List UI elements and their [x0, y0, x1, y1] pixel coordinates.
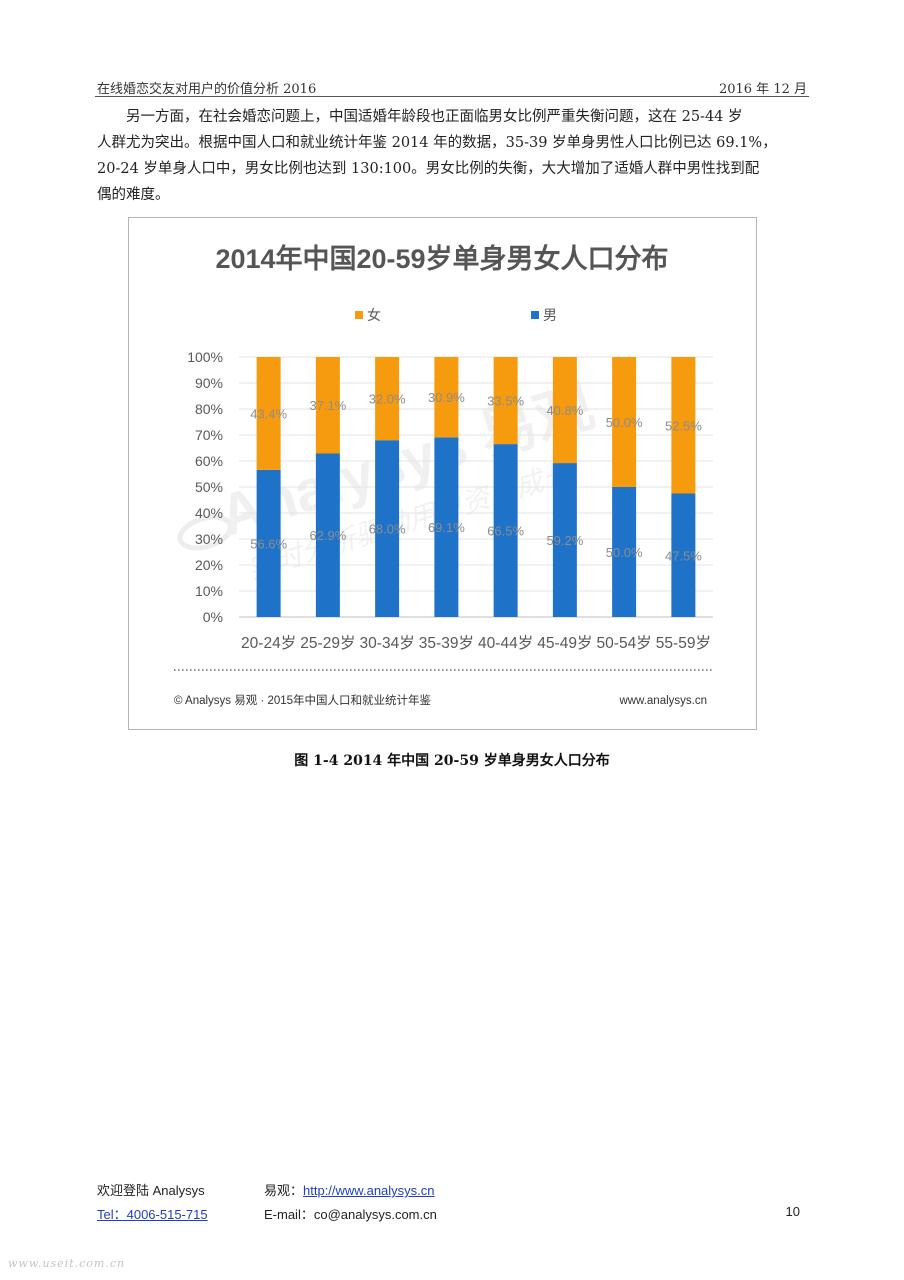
y-tick-label: 60% — [195, 453, 223, 469]
chart-legend: 女男 — [355, 307, 557, 323]
bar-segment-female — [493, 357, 518, 445]
bar-segment-female — [612, 357, 637, 487]
bar-segment-male — [612, 487, 637, 617]
bar-segment-female — [315, 357, 340, 454]
legend-label: 女 — [367, 307, 381, 323]
data-label: 32.0% — [369, 392, 406, 407]
body-paragraph: 另一方面，在社会婚恋问题上，中国适婚年龄段也正面临男女比例严重失衡问题，这在 2… — [97, 104, 809, 208]
chart-title: 2014年中国20-59岁单身男女人口分布 — [215, 243, 668, 274]
footer-welcome: 欢迎登陆 Analysys — [97, 1183, 205, 1198]
data-label: 50.0% — [606, 545, 643, 560]
data-label: 30.9% — [428, 390, 465, 405]
y-tick-label: 0% — [203, 609, 223, 625]
x-tick-label: 25-29岁 — [300, 634, 355, 652]
chart-y-axis: 0% 10% 20% 30% 40% 50% 60% 70% 80% 90% 100% — [187, 349, 223, 625]
paragraph-line: 偶的难度。 — [97, 187, 170, 203]
data-label: 37.1% — [309, 398, 346, 413]
data-label: 69.1% — [428, 520, 465, 535]
chart-x-axis: 20-24岁 25-29岁 30-34岁 35-39岁 40-44岁 45-49岁 50-5… — [241, 634, 711, 652]
footer-tel-link[interactable]: Tel：4006-515-715 — [97, 1207, 208, 1222]
bar-segment-female — [256, 357, 281, 470]
y-tick-label: 50% — [195, 479, 223, 495]
x-tick-label: 30-34岁 — [360, 634, 415, 652]
header-date: 2016 年 12 月 — [718, 82, 807, 97]
legend-swatch — [355, 311, 363, 319]
chart-source: © Analysys 易观 · 2015年中国人口和就业统计年鉴 — [174, 693, 432, 707]
footer-yiguan: 易观：http://www.analysys.cn — [264, 1180, 435, 1199]
chart-gridlines — [239, 356, 713, 618]
legend-swatch — [531, 311, 539, 319]
y-tick-label: 30% — [195, 531, 223, 547]
chart-frame: Analysys 易观 实时分析驱动用户资产成长 2014年中国20-59岁单身… — [128, 217, 757, 730]
y-tick-label: 80% — [195, 401, 223, 417]
legend-label: 男 — [543, 307, 557, 323]
data-label: 50.0% — [606, 415, 643, 430]
bar-segment-male — [493, 444, 518, 617]
x-tick-label: 40-44岁 — [478, 634, 533, 652]
paragraph-line: 人群尤为突出。根据中国人口和就业统计年鉴 2014 年的数据，35-39 岁单身… — [97, 135, 777, 151]
x-tick-label: 50-54岁 — [597, 634, 652, 652]
bar-segment-male — [375, 440, 400, 617]
y-tick-label: 20% — [195, 557, 223, 573]
data-label: 43.4% — [250, 406, 287, 421]
data-label: 47.5% — [665, 548, 702, 563]
bar-segment-female — [375, 357, 400, 441]
page-number: 10 — [785, 1204, 800, 1219]
data-label: 40.8% — [546, 403, 583, 418]
data-label: 68.0% — [369, 522, 406, 537]
bar-segment-male — [315, 453, 340, 617]
footer-tel[interactable]: Tel：4006-515-715 — [97, 1204, 208, 1223]
data-label: 62.9% — [309, 528, 346, 543]
bar-segment-male — [434, 437, 459, 617]
paragraph-line: 20-24 岁单身人口中，男女比例也达到 130:100。男女比例的失衡，大大增… — [97, 161, 760, 177]
y-tick-label: 90% — [195, 375, 223, 391]
header-divider — [95, 96, 809, 97]
data-label: 33.5% — [487, 394, 524, 409]
paragraph-line: 另一方面，在社会婚恋问题上，中国适婚年龄段也正面临男女比例严重失衡问题，这在 2… — [126, 109, 743, 125]
bar-segment-female — [671, 357, 696, 494]
footer-website-link[interactable]: http://www.analysys.cn — [303, 1183, 435, 1198]
x-tick-label: 45-49岁 — [537, 634, 592, 652]
bar-segment-male — [256, 469, 281, 617]
stacked-bar-chart: Analysys 易观 实时分析驱动用户资产成长 2014年中国20-59岁单身… — [174, 243, 713, 707]
x-tick-label: 55-59岁 — [656, 634, 711, 652]
bar-segment-female — [434, 357, 459, 438]
y-tick-label: 10% — [195, 583, 223, 599]
data-label: 66.5% — [487, 524, 524, 539]
site-watermark: www.useit.com.cn — [8, 1257, 126, 1270]
y-tick-label: 70% — [195, 427, 223, 443]
x-tick-label: 35-39岁 — [419, 634, 474, 652]
footer-email: E-mail：co@analysys.com.cn — [264, 1207, 437, 1222]
footer-yiguan-label: 易观： — [264, 1183, 304, 1198]
bar-segment-female — [552, 357, 577, 464]
figure-caption: 图 1-4 2014 年中国 20-59 岁单身男女人口分布 — [294, 753, 610, 769]
data-label: 59.2% — [546, 533, 583, 548]
chart-website: www.analysys.cn — [618, 695, 707, 707]
x-tick-label: 20-24岁 — [241, 634, 296, 652]
data-label: 52.5% — [665, 418, 702, 433]
bar-segment-male — [552, 463, 577, 617]
bar-segment-male — [671, 493, 696, 617]
chart-bars: 56.6% 43.4% 62.9% 37.1% 68.0% 32.0% 69.1% 30.9%… — [250, 357, 702, 617]
header-doc-title: 在线婚恋交友对用户的价值分析 2016 — [97, 82, 317, 97]
y-tick-label: 100% — [187, 349, 223, 365]
data-label: 56.6% — [250, 536, 287, 551]
y-tick-label: 40% — [195, 505, 223, 521]
